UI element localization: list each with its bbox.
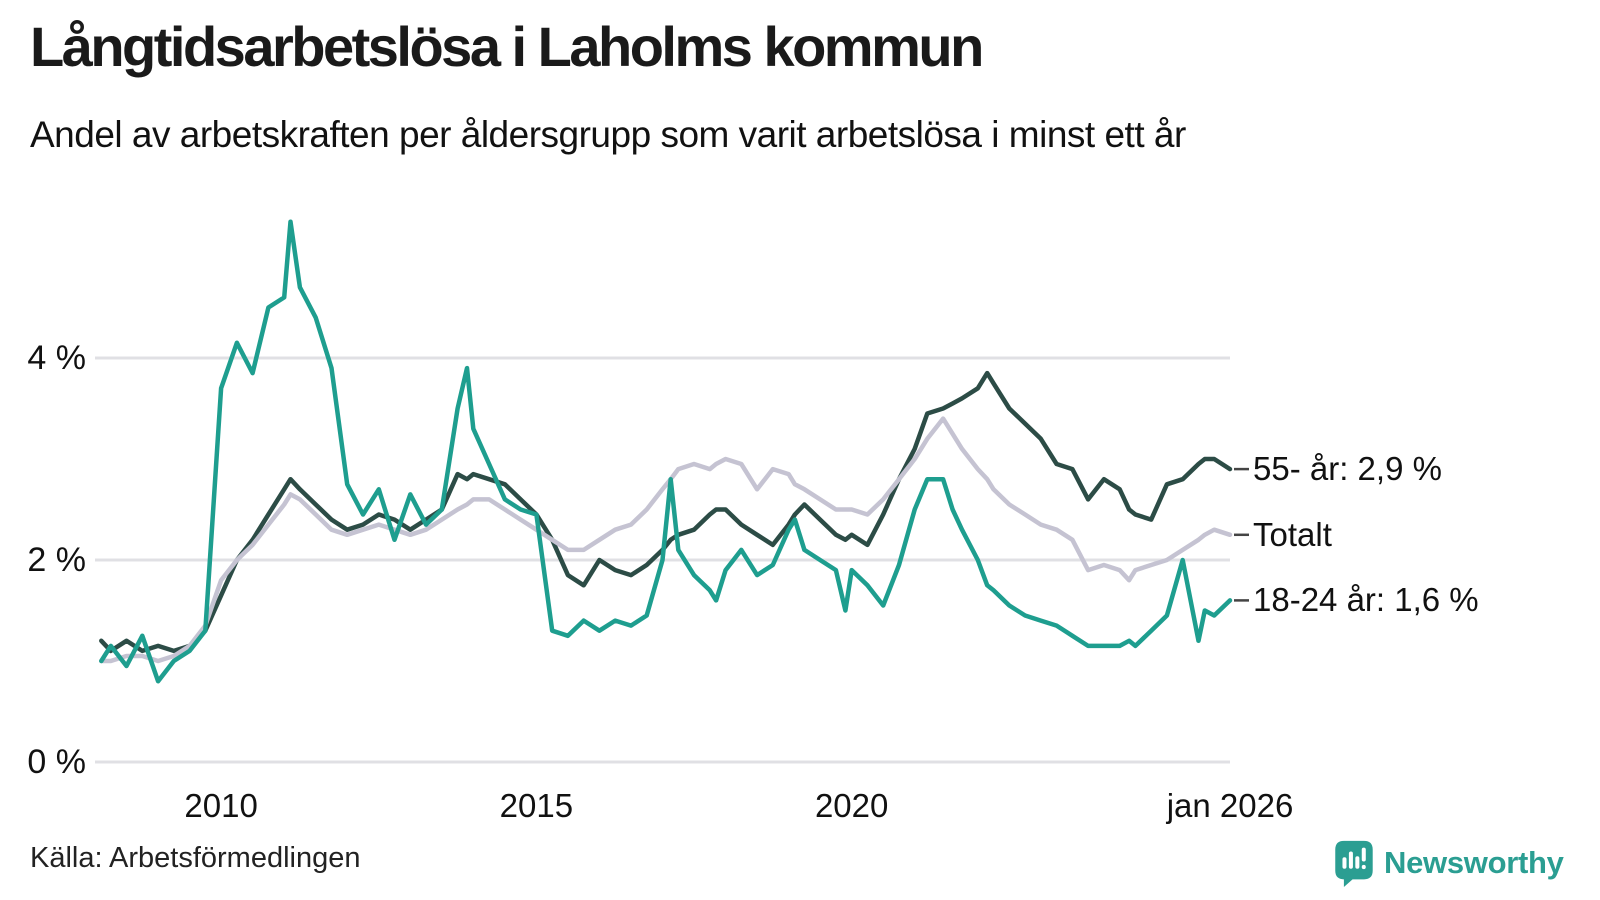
x-axis-label-jan-2026: jan 2026 (1166, 787, 1294, 824)
series-line-18-24 (99, 219, 1233, 684)
x-axis-label-2020: 2020 (814, 787, 889, 824)
page-title: Långtidsarbetslösa i Laholms kommun (30, 15, 984, 78)
page-subtitle: Andel av arbetskraften per åldersgrupp s… (30, 114, 1186, 155)
y-axis-label-0: 0 % (27, 743, 86, 781)
series-end-label-totalt: Totalt (1253, 515, 1332, 553)
series-end-label-55plus: 55- år: 2,9 % (1253, 450, 1442, 488)
newsworthy-wordmark: Newsworthy (1384, 845, 1564, 880)
x-axis-label-2015: 2015 (499, 787, 574, 824)
series-line-totalt (99, 416, 1233, 664)
newsworthy-logo: Newsworthy (1332, 839, 1564, 887)
source-note: Källa: Arbetsförmedlingen (30, 842, 361, 874)
y-axis-label-4: 4 % (27, 339, 86, 377)
x-axis-label-2010: 2010 (184, 787, 258, 824)
series-line-55plus (99, 370, 1233, 654)
y-axis-label-2: 2 % (27, 541, 86, 579)
newsworthy-bubble-icon (1335, 840, 1373, 887)
series-end-label-18-24: 18-24 år: 1,6 % (1253, 581, 1479, 619)
